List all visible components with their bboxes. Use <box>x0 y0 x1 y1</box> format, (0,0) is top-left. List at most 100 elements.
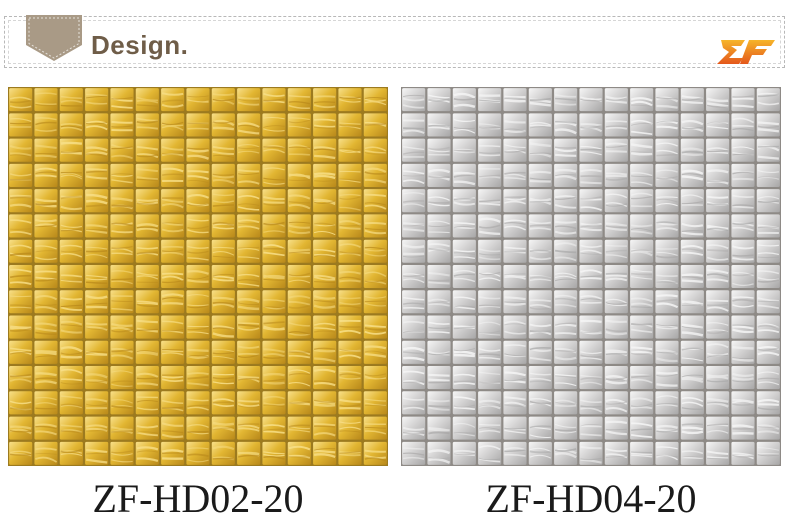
mosaic-chip <box>161 290 185 314</box>
mosaic-chip <box>503 214 527 238</box>
mosaic-chip <box>731 366 755 390</box>
mosaic-chip <box>287 113 311 137</box>
mosaic-chip <box>630 163 654 187</box>
mosaic-chip <box>135 138 159 162</box>
mosaic-chip <box>287 391 311 415</box>
mosaic-chip <box>313 88 337 112</box>
mosaic-chip <box>680 315 704 339</box>
mosaic-chip <box>287 366 311 390</box>
mosaic-chip <box>186 290 210 314</box>
mosaic-chip <box>731 189 755 213</box>
mosaic-chip <box>186 113 210 137</box>
mosaic-chip <box>338 315 362 339</box>
mosaic-chip <box>186 214 210 238</box>
mosaic-chip <box>262 366 286 390</box>
mosaic-chip <box>452 239 476 263</box>
mosaic-chip <box>110 315 134 339</box>
mosaic-chip <box>338 441 362 465</box>
mosaic-chip <box>706 315 730 339</box>
mosaic-chip <box>338 189 362 213</box>
mosaic-chip <box>85 391 109 415</box>
mosaic-chip <box>211 366 235 390</box>
mosaic-chip <box>313 315 337 339</box>
mosaic-chip <box>579 88 603 112</box>
mosaic-chip <box>85 113 109 137</box>
mosaic-chip <box>655 340 679 364</box>
mosaic-chip <box>655 315 679 339</box>
mosaic-chip <box>135 214 159 238</box>
mosaic-chip <box>110 416 134 440</box>
mosaic-chip <box>554 239 578 263</box>
mosaic-chip <box>34 340 58 364</box>
mosaic-chip <box>237 189 261 213</box>
mosaic-chip <box>338 113 362 137</box>
mosaic-chip <box>452 290 476 314</box>
mosaic-chip <box>630 239 654 263</box>
mosaic-chip <box>34 441 58 465</box>
mosaic-chip <box>34 138 58 162</box>
mosaic-chip <box>503 239 527 263</box>
mosaic-chip <box>363 214 387 238</box>
mosaic-chip <box>161 315 185 339</box>
mosaic-chip <box>756 113 780 137</box>
mosaic-chip <box>478 315 502 339</box>
mosaic-chip <box>528 290 552 314</box>
mosaic-chip <box>85 138 109 162</box>
mosaic-chip <box>706 239 730 263</box>
mosaic-chip <box>110 138 134 162</box>
mosaic-chip <box>579 416 603 440</box>
mosaic-chip <box>363 416 387 440</box>
mosaic-chip <box>554 189 578 213</box>
mosaic-chip <box>338 290 362 314</box>
mosaic-chip <box>262 214 286 238</box>
mosaic-chip <box>186 315 210 339</box>
mosaic-chip <box>630 189 654 213</box>
mosaic-chip <box>630 391 654 415</box>
mosaic-chip <box>680 340 704 364</box>
mosaic-chip <box>34 189 58 213</box>
mosaic-chip <box>756 138 780 162</box>
mosaic-chip <box>731 416 755 440</box>
mosaic-chip <box>655 189 679 213</box>
mosaic-chip <box>9 340 33 364</box>
mosaic-chip <box>503 189 527 213</box>
mosaic-chip <box>554 163 578 187</box>
mosaic-chip <box>554 340 578 364</box>
mosaic-chip <box>579 340 603 364</box>
mosaic-chip <box>756 189 780 213</box>
mosaic-chip <box>287 441 311 465</box>
mosaic-chip <box>427 138 451 162</box>
mosaic-chip <box>161 416 185 440</box>
mosaic-chip <box>427 163 451 187</box>
mosaic-chip <box>706 138 730 162</box>
mosaic-chip <box>503 290 527 314</box>
mosaic-chip <box>604 214 628 238</box>
mosaic-chip <box>135 113 159 137</box>
mosaic-chip <box>402 315 426 339</box>
mosaic-chip <box>528 366 552 390</box>
mosaic-chip <box>604 391 628 415</box>
mosaic-chip <box>85 290 109 314</box>
mosaic-chip <box>452 214 476 238</box>
mosaic-chip <box>528 163 552 187</box>
mosaic-chip <box>161 113 185 137</box>
mosaic-chip <box>680 138 704 162</box>
mosaic-chip <box>237 264 261 289</box>
mosaic-chip <box>731 264 755 289</box>
mosaic-chip <box>186 441 210 465</box>
mosaic-chip <box>680 441 704 465</box>
mosaic-chip <box>427 189 451 213</box>
mosaic-chip <box>59 138 83 162</box>
mosaic-chip <box>287 138 311 162</box>
mosaic-chip <box>554 315 578 339</box>
mosaic-chip <box>655 163 679 187</box>
mosaic-chip <box>262 88 286 112</box>
mosaic-chip <box>211 315 235 339</box>
mosaic-chip <box>604 416 628 440</box>
mosaic-chip <box>85 189 109 213</box>
mosaic-chip <box>655 138 679 162</box>
mosaic-chip <box>554 88 578 112</box>
mosaic-chip <box>680 416 704 440</box>
mosaic-chip <box>579 163 603 187</box>
mosaic-chip <box>402 391 426 415</box>
